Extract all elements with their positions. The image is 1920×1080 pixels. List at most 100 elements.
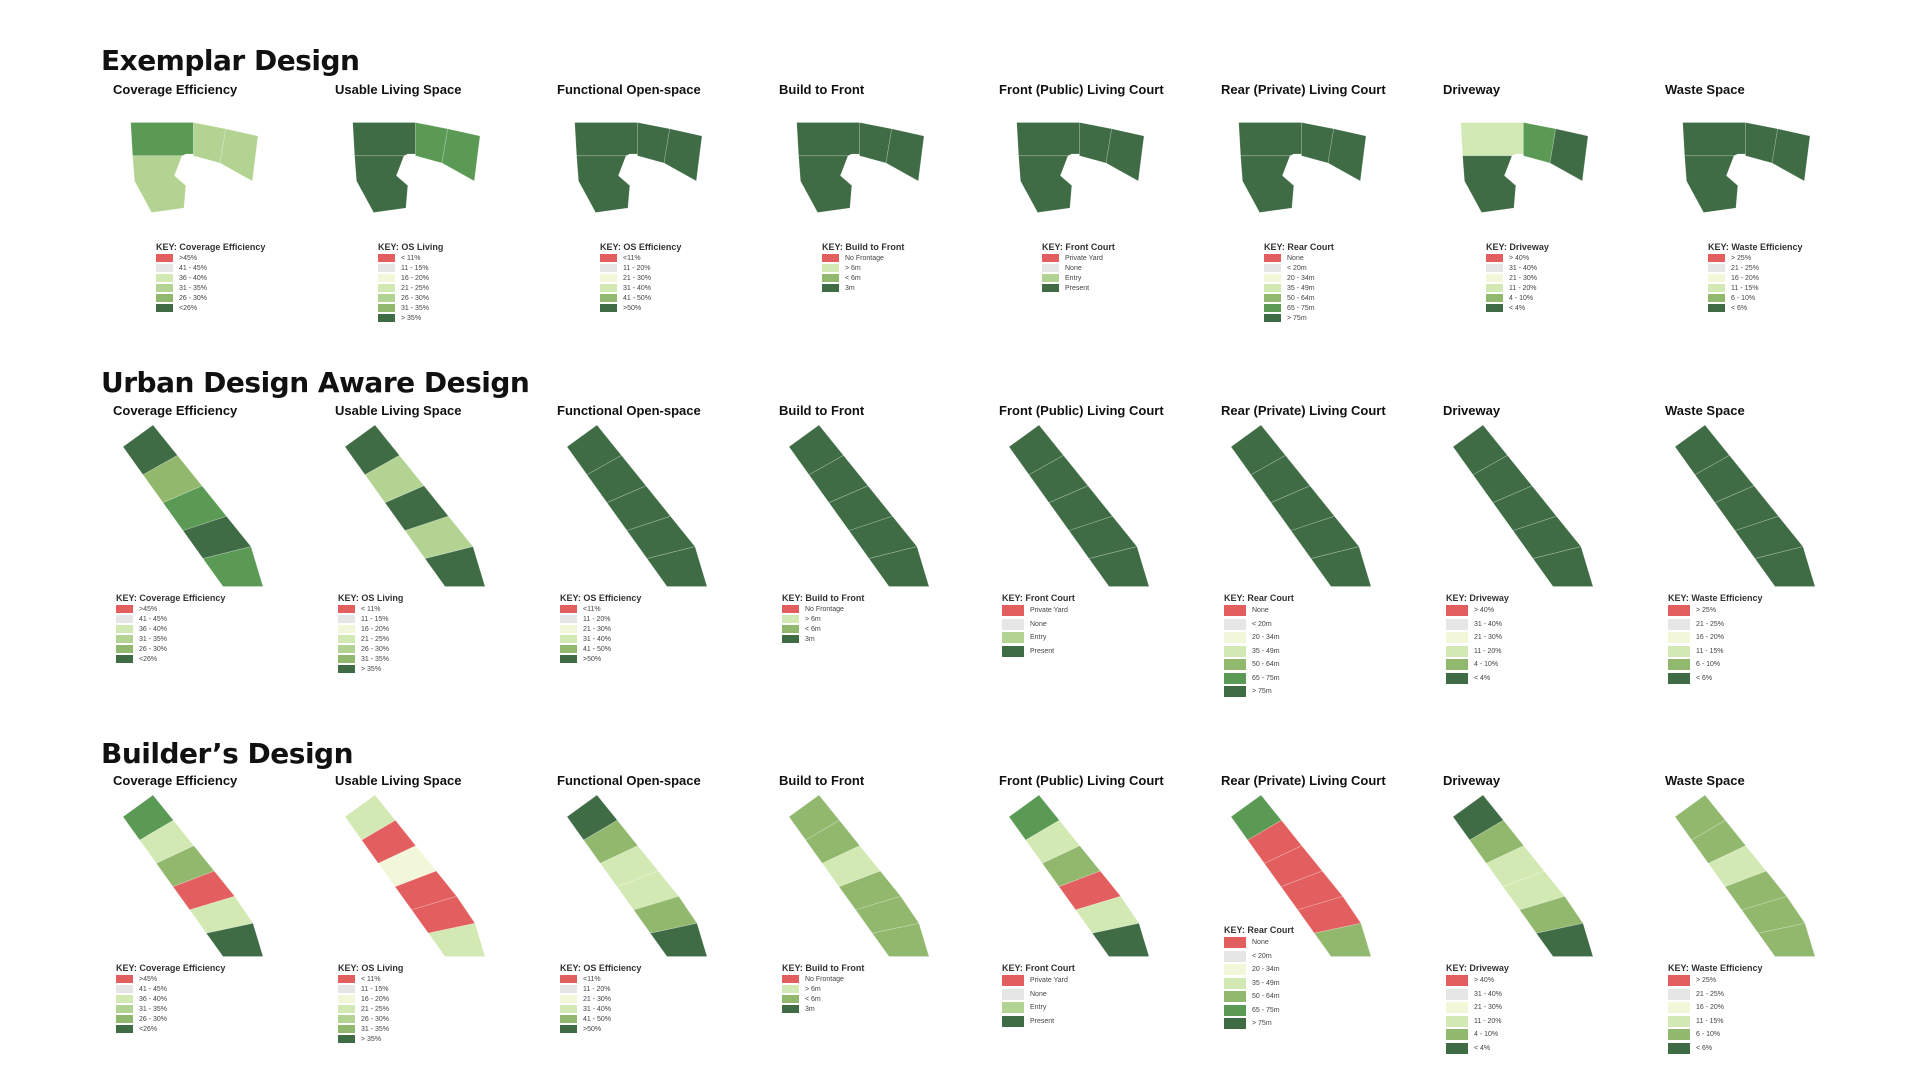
legend-swatch	[560, 1025, 577, 1033]
legend-swatch	[1486, 254, 1503, 262]
legend-label: 11 - 15%	[361, 985, 389, 993]
legend-label: 50 - 64m	[1287, 294, 1315, 302]
legend-row: 16 - 20%	[1708, 273, 1803, 283]
legend-label: 6 - 10%	[1731, 294, 1756, 302]
legend-label: 31 - 35%	[361, 655, 390, 663]
panel-0-7: Waste Space KEY: Waste Efficiency > 25% 21 …	[1653, 82, 1858, 382]
legend-swatch	[378, 294, 395, 302]
lot-section	[1460, 122, 1524, 157]
legend-row: None	[1002, 988, 1075, 1002]
legend-row: 3m	[782, 1004, 864, 1014]
legend-label: No Frontage	[845, 254, 884, 262]
legend-label: Present	[1065, 284, 1090, 292]
legend-label: 11 - 15%	[1696, 647, 1724, 655]
legend-key: KEY: Coverage Efficiency >45% 41 - 45% 36 -…	[116, 593, 225, 664]
legend-row: 11 - 20%	[1446, 1015, 1509, 1029]
lot-map	[788, 424, 930, 587]
legend-row: 31 - 35%	[116, 634, 225, 644]
legend-label: 31 - 35%	[139, 1005, 168, 1013]
panel-1-1: Usable Living Space KEY: OS Living < 11% 11…	[323, 403, 528, 703]
legend-label: No Frontage	[805, 975, 844, 983]
legend-swatch	[338, 615, 355, 623]
legend-row: < 20m	[1224, 618, 1294, 632]
legend-swatch	[1446, 975, 1468, 987]
legend-row: 31 - 35%	[378, 303, 443, 313]
legend-key: KEY: Front Court Private Yard None Entry Pre…	[1042, 242, 1115, 293]
legend-row: > 35%	[378, 313, 443, 323]
legend-label: 21 - 25%	[1731, 264, 1760, 272]
legend-row: 16 - 20%	[1668, 1001, 1763, 1015]
lot-map	[1230, 794, 1372, 957]
legend-row: > 75m	[1224, 685, 1294, 699]
legend-row: Present	[1002, 1015, 1075, 1029]
legend-swatch	[822, 254, 839, 262]
lot-section	[649, 922, 708, 957]
lot-map	[352, 122, 481, 213]
legend-swatch	[1446, 1002, 1468, 1014]
legend-row: 41 - 50%	[560, 644, 641, 654]
legend-swatch	[338, 995, 355, 1003]
legend-row: 65 - 75m	[1224, 672, 1294, 686]
legend-swatch	[1446, 1015, 1468, 1027]
legend-swatch	[1668, 1002, 1690, 1014]
legend-key: KEY: Build to Front No Frontage > 6m < 6m 3m	[822, 242, 904, 293]
legend-swatch	[156, 284, 173, 292]
legend-row: Private Yard	[1002, 604, 1075, 618]
legend-label: 16 - 20%	[361, 995, 390, 1003]
legend-row: Entry	[1002, 631, 1075, 645]
panel-0-4: Front (Public) Living Court KEY: Front Co…	[987, 82, 1192, 382]
legend-row: 16 - 20%	[378, 273, 443, 283]
legend-row: 3m	[782, 634, 864, 644]
legend-swatch	[1708, 284, 1725, 292]
legend-label: Private Yard	[1030, 977, 1068, 985]
lot-section	[574, 122, 638, 157]
legend-swatch	[1002, 632, 1024, 644]
legend-swatch	[1668, 1042, 1690, 1054]
legend-swatch	[1264, 254, 1281, 262]
legend-label: 50 - 64m	[1252, 993, 1280, 1001]
legend-title: KEY: Driveway	[1446, 593, 1509, 603]
legend-swatch	[782, 635, 799, 643]
legend-row: 4 - 10%	[1486, 293, 1549, 303]
lot-map	[122, 424, 264, 587]
panel-title: Coverage Efficiency	[113, 82, 238, 97]
lot-section	[1327, 128, 1367, 182]
legend-label: 31 - 40%	[583, 1005, 612, 1013]
legend-key: KEY: Driveway > 40% 31 - 40% 21 - 30% 11 - 2…	[1486, 242, 1549, 313]
legend-label: < 6%	[1696, 674, 1713, 682]
legend-title: KEY: OS Efficiency	[560, 593, 642, 603]
legend-swatch	[116, 1005, 133, 1013]
legend-swatch	[378, 274, 395, 282]
legend-title: KEY: OS Living	[378, 242, 444, 252]
panel-title: Functional Open-space	[557, 773, 701, 788]
legend-swatch	[156, 264, 173, 272]
legend-swatch	[116, 1025, 133, 1033]
legend-title: KEY: OS Living	[338, 593, 404, 603]
lot-map	[1230, 424, 1372, 587]
panel-0-3: Build to Front KEY: Build to Front No Fron…	[767, 82, 972, 382]
legend-label: 35 - 49m	[1287, 284, 1315, 292]
legend-row: 11 - 20%	[560, 984, 641, 994]
lot-map	[1674, 794, 1816, 957]
legend-label: > 75m	[1252, 1020, 1272, 1028]
legend-swatch	[822, 264, 839, 272]
lot-section	[132, 155, 187, 213]
legend-row: > 25%	[1708, 253, 1803, 263]
lot-section	[576, 155, 631, 213]
legend-row: >45%	[116, 604, 225, 614]
legend-key: KEY: Driveway > 40% 31 - 40% 21 - 30% 11 - 2…	[1446, 963, 1509, 1055]
panel-0-0: Coverage Efficiency KEY: Coverage Efficie…	[101, 82, 306, 382]
legend-swatch	[1224, 659, 1246, 671]
legend-swatch	[1668, 632, 1690, 644]
legend-label: 3m	[805, 1005, 815, 1013]
legend-swatch	[1668, 645, 1690, 657]
legend-swatch	[1224, 632, 1246, 644]
legend-swatch	[560, 1005, 577, 1013]
panel-2-4: Front (Public) Living Court KEY: Front Co…	[987, 773, 1192, 1073]
lot-map	[1452, 424, 1594, 587]
legend-label: 16 - 20%	[1696, 1004, 1725, 1012]
legend-label: < 20m	[1252, 952, 1272, 960]
legend-key: KEY: OS Efficiency <11% 11 - 20% 21 - 30% 31…	[600, 242, 681, 313]
legend-label: > 75m	[1287, 314, 1307, 322]
legend-label: 21 - 30%	[1474, 634, 1503, 642]
